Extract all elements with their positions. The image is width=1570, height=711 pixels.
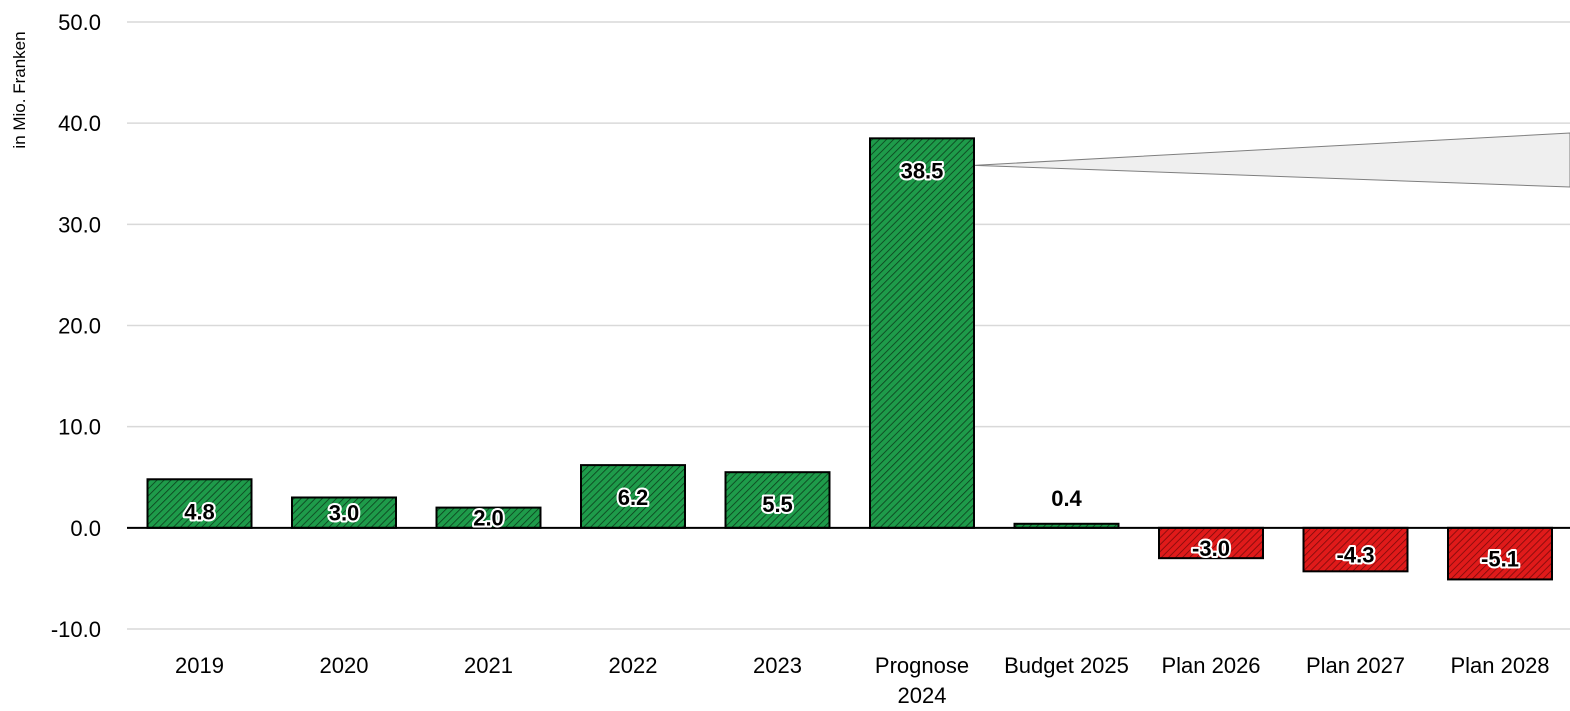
data-label: 4.8 <box>184 499 215 524</box>
y-tick-label: 10.0 <box>58 415 101 440</box>
y-tick-label: -10.0 <box>51 617 101 642</box>
x-tick-label: 2019 <box>175 653 224 678</box>
y-tick-label: 20.0 <box>58 314 101 339</box>
data-label: 6.2 <box>618 485 649 510</box>
data-label: 0.4 <box>1051 486 1082 511</box>
data-label: 38.5 <box>901 158 944 183</box>
data-label: -4.3 <box>1337 543 1375 568</box>
y-tick-label: 30.0 <box>58 212 101 237</box>
x-tick-label: 2022 <box>609 653 658 678</box>
bar <box>1158 526 1264 560</box>
callout-wedge <box>973 132 1570 188</box>
x-tick-label: Prognose <box>875 653 969 678</box>
data-label: 5.5 <box>762 492 793 517</box>
x-tick-label: Plan 2028 <box>1450 653 1549 678</box>
y-tick-label: 40.0 <box>58 111 101 136</box>
y-tick-label: 50.0 <box>58 10 101 35</box>
data-label: -5.1 <box>1481 547 1519 572</box>
x-tick-label: 2023 <box>753 653 802 678</box>
bar <box>1302 526 1409 573</box>
data-label: 2.0 <box>473 506 504 531</box>
x-tick-label: Plan 2026 <box>1161 653 1260 678</box>
x-tick-label: Plan 2027 <box>1306 653 1405 678</box>
bar <box>869 137 975 529</box>
bar <box>291 496 397 529</box>
bar <box>1447 526 1553 581</box>
x-tick-label: 2024 <box>898 683 947 708</box>
x-tick-label: 2021 <box>464 653 513 678</box>
x-tick-label: Budget 2025 <box>1004 653 1129 678</box>
data-label: 3.0 <box>329 501 360 526</box>
data-label: -3.0 <box>1192 536 1230 561</box>
x-tick-label: 2020 <box>320 653 369 678</box>
y-tick-label: 0.0 <box>70 516 101 541</box>
